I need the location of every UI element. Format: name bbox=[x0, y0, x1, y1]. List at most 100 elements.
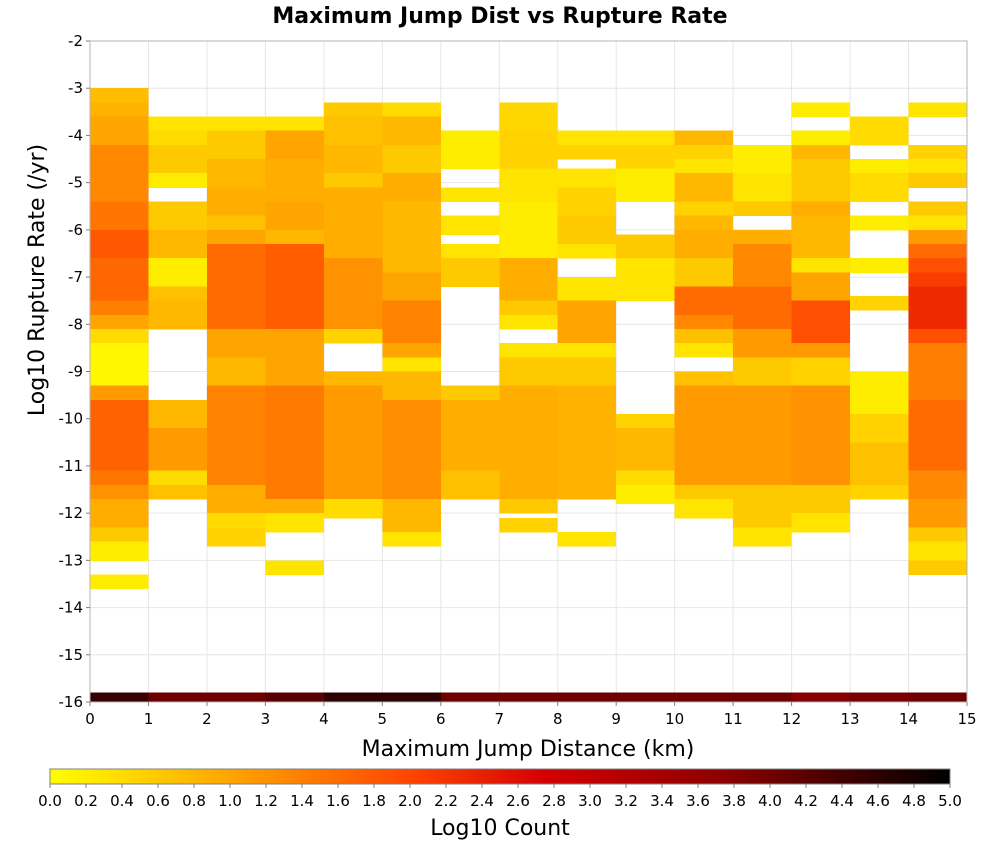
x-tick-label: 10 bbox=[665, 710, 684, 728]
colorbar-tick-label: 1.4 bbox=[290, 792, 314, 810]
heatmap-cell bbox=[265, 244, 324, 330]
heatmap-cell bbox=[616, 130, 675, 146]
heatmap-cell bbox=[382, 173, 441, 202]
x-tick-label: 12 bbox=[782, 710, 801, 728]
heatmap-cell bbox=[499, 300, 558, 316]
x-tick-label: 9 bbox=[611, 710, 621, 728]
y-axis-ticks: -2 -3 -4 -5 -6 -7 -8 -9 -10 -11 -12 -13 -14 -15 -16 bbox=[59, 32, 90, 711]
heatmap-cell bbox=[90, 329, 149, 344]
colorbar-tick-label: 0.2 bbox=[74, 792, 98, 810]
heatmap-cell bbox=[206, 385, 266, 486]
y-tick-label: -6 bbox=[68, 221, 83, 239]
heatmap-cell bbox=[791, 484, 851, 514]
heatmap-cell bbox=[90, 88, 149, 103]
heatmap-cell bbox=[90, 144, 149, 202]
chart-title: Maximum Jump Dist vs Rupture Rate bbox=[272, 4, 727, 29]
heatmap-cell bbox=[791, 300, 851, 344]
heatmap-cell bbox=[616, 428, 675, 472]
heatmap-cells bbox=[90, 88, 967, 703]
heatmap-cell bbox=[440, 385, 500, 401]
heatmap-cell bbox=[148, 692, 207, 703]
y-tick-label: -7 bbox=[68, 268, 83, 286]
colorbar-tick-label: 2.8 bbox=[542, 792, 566, 810]
heatmap-cell bbox=[791, 159, 851, 202]
heatmap-cell bbox=[265, 513, 324, 533]
heatmap-cell bbox=[908, 527, 967, 542]
heatmap-cell bbox=[265, 692, 324, 703]
y-tick-label: -9 bbox=[68, 363, 83, 381]
heatmap-cell bbox=[90, 498, 149, 528]
heatmap-cell bbox=[908, 102, 967, 117]
heatmap-cell bbox=[908, 286, 967, 330]
heatmap-cell bbox=[382, 300, 441, 344]
heatmap-cell bbox=[90, 484, 149, 500]
x-tick-label: 5 bbox=[378, 710, 388, 728]
heatmap-cell bbox=[850, 371, 909, 415]
heatmap-cell bbox=[557, 357, 617, 387]
heatmap-cell bbox=[791, 343, 851, 358]
colorbar-tick-label: 4.6 bbox=[866, 792, 890, 810]
heatmap-cell bbox=[90, 102, 149, 117]
x-tick-label: 3 bbox=[261, 710, 271, 728]
colorbar-tick-label: 3.0 bbox=[578, 792, 602, 810]
heatmap-cell bbox=[499, 517, 558, 533]
colorbar bbox=[49, 768, 951, 785]
colorbar-tick-label: 3.2 bbox=[614, 792, 638, 810]
heatmap-cell bbox=[323, 385, 383, 500]
heatmap-cell bbox=[265, 229, 324, 245]
heatmap-cell bbox=[499, 168, 558, 202]
heatmap-cell bbox=[382, 343, 441, 358]
heatmap-cell bbox=[206, 513, 266, 528]
x-tick-label: 4 bbox=[319, 710, 329, 728]
heatmap-cell bbox=[908, 343, 967, 401]
y-tick-label: -2 bbox=[68, 32, 83, 50]
heatmap-cell bbox=[908, 215, 967, 231]
x-tick-label: 11 bbox=[724, 710, 743, 728]
heatmap-cell bbox=[791, 144, 851, 160]
heatmap-cell bbox=[850, 215, 909, 231]
colorbar-tick-label: 1.2 bbox=[254, 792, 278, 810]
y-axis-label: Log10 Rupture Rate (/yr) bbox=[25, 144, 50, 416]
heatmap-cell bbox=[908, 470, 967, 500]
heatmap-cell bbox=[674, 258, 734, 287]
colorbar-tick-label: 4.4 bbox=[830, 792, 854, 810]
heatmap-cell bbox=[148, 173, 207, 188]
heatmap-cell bbox=[90, 300, 149, 316]
heatmap-cell bbox=[148, 470, 207, 486]
heatmap-cell bbox=[733, 484, 792, 528]
heatmap-cell bbox=[908, 272, 967, 287]
heatmap-cell bbox=[733, 527, 792, 547]
heatmap-cell bbox=[674, 144, 734, 160]
heatmap-cell bbox=[616, 234, 675, 259]
heatmap-cell bbox=[206, 187, 266, 217]
heatmap-cell bbox=[674, 215, 734, 231]
y-tick-label: -15 bbox=[59, 646, 84, 664]
heatmap-cell bbox=[850, 295, 909, 311]
heatmap-cell bbox=[733, 229, 792, 245]
heatmap-cell bbox=[323, 371, 383, 387]
colorbar-tick-label: 2.4 bbox=[470, 792, 494, 810]
heatmap-cell bbox=[206, 215, 266, 231]
heatmap-cell bbox=[382, 692, 441, 703]
y-tick-label: -16 bbox=[59, 693, 84, 711]
heatmap-cell bbox=[616, 144, 675, 169]
x-tick-label: 2 bbox=[202, 710, 212, 728]
colorbar-tick-label: 5.0 bbox=[938, 792, 962, 810]
heatmap-cell bbox=[674, 498, 734, 519]
colorbar-tick-label: 1.8 bbox=[362, 792, 386, 810]
heatmap-cell bbox=[908, 229, 967, 245]
heatmap-cell bbox=[90, 343, 149, 387]
heatmap-cell bbox=[850, 116, 909, 132]
heatmap-cell bbox=[850, 484, 909, 500]
colorbar-label: Log10 Count bbox=[430, 816, 570, 841]
heatmap-cell bbox=[148, 258, 207, 287]
colorbar-tick-label: 4.0 bbox=[758, 792, 782, 810]
heatmap-cell bbox=[908, 692, 967, 703]
heatmap-cell bbox=[733, 173, 792, 202]
heatmap-cell bbox=[382, 102, 441, 117]
colorbar-tick-label: 0.0 bbox=[38, 792, 62, 810]
heatmap-cell bbox=[382, 272, 441, 302]
heatmap-cell bbox=[733, 244, 792, 287]
heatmap-cell bbox=[850, 442, 909, 486]
